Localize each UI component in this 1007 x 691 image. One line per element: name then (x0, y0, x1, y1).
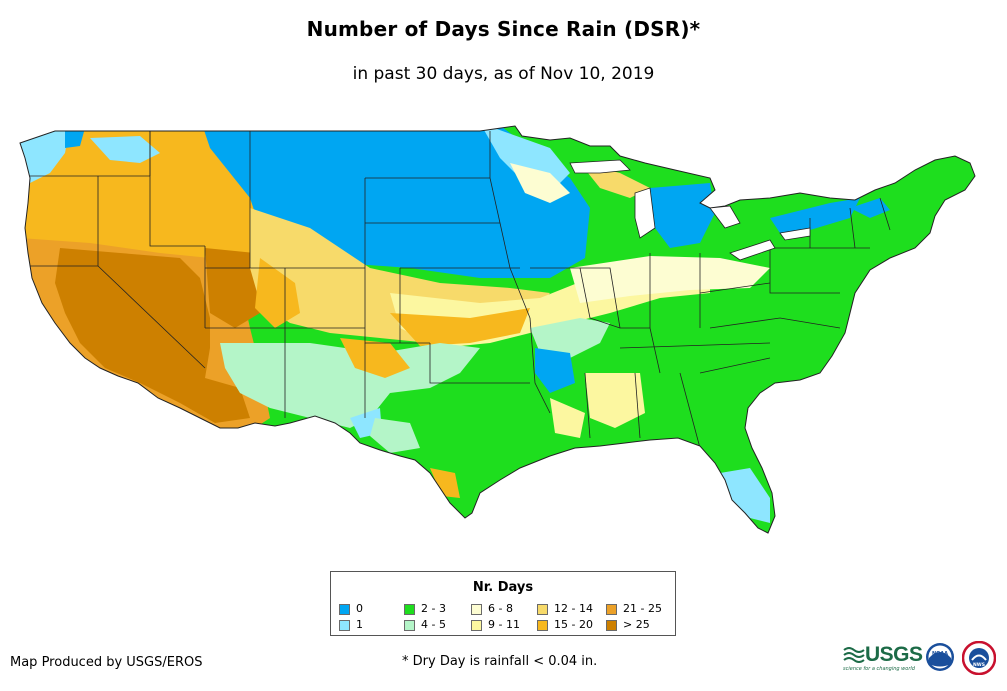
region-dsr-6-8-mn (510, 163, 570, 203)
credit-text: Map Produced by USGS/EROS (10, 655, 203, 670)
legend-swatch (339, 603, 350, 615)
region-dsr-15-20-tx (430, 468, 460, 498)
region-dsr-1-mn (480, 126, 570, 188)
region-dsr-0-me (850, 198, 890, 218)
nws-logo-icon: NWS (962, 641, 996, 675)
legend-label: 2 - 3 (421, 602, 446, 615)
legend-item-8: 21 - 25 (606, 603, 662, 615)
nws-logo-text: NWS (973, 662, 985, 668)
region-dsr-over-25 (55, 248, 250, 423)
usgs-logo-text: USGS (865, 643, 923, 666)
great-lakes (569, 159, 811, 261)
noaa-logo-text: NOAA (932, 651, 948, 657)
legend-item-6: 12 - 14 (537, 603, 593, 615)
noaa-logo-icon: NOAA (926, 643, 954, 671)
legend-label: > 25 (623, 618, 650, 631)
region-dsr-0-ar (535, 348, 575, 393)
region-dsr-0-pnw (65, 128, 85, 148)
legend-label: 12 - 14 (554, 602, 593, 615)
legend-swatch (606, 619, 617, 631)
legend-swatch (404, 603, 415, 615)
legend-label: 9 - 11 (488, 618, 520, 631)
legend-label: 6 - 8 (488, 602, 513, 615)
legend-title: Nr. Days (472, 580, 534, 595)
legend-swatch (537, 603, 548, 615)
region-dsr-0-mi (650, 183, 715, 248)
map-title: Number of Days Since Rain (DSR)* (306, 17, 701, 41)
legend-label: 21 - 25 (623, 602, 662, 615)
legend-item-1: 1 (339, 619, 363, 631)
legend-label: 15 - 20 (554, 618, 593, 631)
legend-label: 1 (356, 618, 363, 631)
region-dsr-4-5-ar (530, 318, 610, 358)
region-dsr-0-ny (770, 198, 860, 233)
legend-label: 0 (356, 602, 363, 615)
legend-item-3: 4 - 5 (404, 619, 446, 631)
legend-swatch (404, 619, 415, 631)
legend-swatch (537, 619, 548, 631)
legend-item-2: 2 - 3 (404, 603, 446, 615)
state-borders (25, 131, 891, 449)
map-subtitle: in past 30 days, as of Nov 10, 2019 (352, 64, 655, 84)
region-dsr-9-11-ms (585, 373, 645, 428)
region-dsr-1-idaho (90, 136, 160, 163)
legend: Nr. Days 0 1 2 - 3 4 - 5 6 - 8 9 - 11 12… (330, 571, 676, 636)
region-dsr-6-8-ohio (570, 256, 770, 303)
legend-item-4: 6 - 8 (471, 603, 513, 615)
region-dsr-4-5-tx (370, 418, 420, 453)
usgs-wave-icon (843, 647, 865, 663)
legend-swatch (471, 603, 482, 615)
legend-item-9: > 25 (606, 619, 650, 631)
legend-swatch (606, 603, 617, 615)
legend-item-0: 0 (339, 603, 363, 615)
region-dsr-9-11-la (550, 398, 585, 438)
legend-swatch (471, 619, 482, 631)
usgs-tagline: science for a changing world (843, 666, 915, 672)
usgs-logo: USGS science for a changing world (843, 643, 923, 672)
footnote-text: * Dry Day is rainfall < 0.04 in. (402, 654, 598, 669)
us-outline (19, 125, 976, 534)
legend-label: 4 - 5 (421, 618, 446, 631)
region-dsr-12-14-ks (390, 308, 530, 346)
us-dsr-map (19, 125, 976, 534)
legend-item-5: 9 - 11 (471, 619, 520, 631)
region-dsr-1-pnw (20, 126, 70, 183)
region-dsr-1-fl (720, 468, 770, 523)
legend-item-7: 15 - 20 (537, 619, 593, 631)
legend-swatch (339, 619, 350, 631)
region-dsr-15-20-nm (340, 338, 410, 378)
region-dsr-15-20-central (255, 258, 300, 328)
